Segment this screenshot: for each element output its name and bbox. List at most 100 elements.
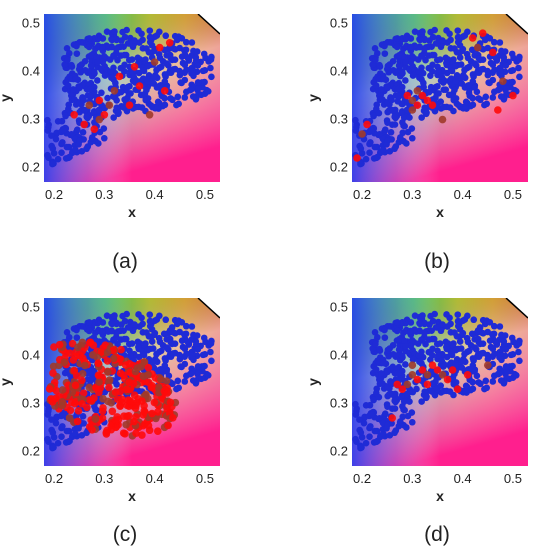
blue-point xyxy=(458,331,466,339)
blue-point xyxy=(145,333,153,340)
blue-point xyxy=(492,338,499,345)
blue-point xyxy=(434,40,441,47)
blue-point xyxy=(416,358,423,366)
blue-point xyxy=(389,391,397,398)
red-point xyxy=(131,367,140,376)
blue-point xyxy=(488,331,496,338)
blue-point xyxy=(52,419,60,427)
blue-point xyxy=(88,51,95,59)
red-point xyxy=(130,391,139,399)
blue-series xyxy=(352,26,523,168)
x-axis-label: x xyxy=(128,204,136,220)
blue-point xyxy=(69,90,77,98)
blue-point xyxy=(367,139,374,146)
red-point xyxy=(97,348,106,356)
blue-point xyxy=(427,312,434,320)
blue-point xyxy=(188,323,196,330)
blue-point xyxy=(474,327,482,335)
blue-point xyxy=(87,376,94,384)
blue-point xyxy=(119,28,126,36)
blue-point xyxy=(121,96,128,103)
blue-point xyxy=(501,332,509,339)
blue-point xyxy=(176,351,183,359)
blue-point xyxy=(99,58,107,66)
red-point xyxy=(160,87,169,95)
blue-point xyxy=(48,416,55,423)
blue-point xyxy=(121,51,128,59)
red-point xyxy=(138,397,146,405)
blue-point xyxy=(482,377,490,385)
blue-point xyxy=(401,53,408,61)
blue-point xyxy=(423,109,430,116)
red-point xyxy=(438,371,447,379)
blue-point xyxy=(79,413,87,420)
red-point xyxy=(123,385,131,394)
blue-point xyxy=(370,112,377,120)
blue-point xyxy=(83,113,91,121)
blue-point xyxy=(352,435,359,443)
blue-point xyxy=(427,28,434,36)
blue-point xyxy=(111,28,118,35)
blue-point xyxy=(127,68,134,75)
blue-point xyxy=(163,60,171,67)
blue-point xyxy=(408,336,416,344)
y-tick-label: 0.5 xyxy=(22,16,40,31)
blue-series xyxy=(352,310,523,452)
blue-point xyxy=(181,378,189,385)
red-point xyxy=(60,358,69,366)
blue-point xyxy=(371,143,379,151)
blue-point xyxy=(485,79,492,86)
blue-point xyxy=(187,86,195,93)
blue-point xyxy=(126,40,133,47)
blue-point xyxy=(83,145,90,153)
blue-point xyxy=(204,88,212,95)
blue-point xyxy=(374,437,381,445)
blue-point xyxy=(391,145,398,153)
blue-point xyxy=(500,54,508,61)
blue-point xyxy=(419,312,426,319)
blue-point xyxy=(189,93,197,100)
blue-point xyxy=(121,33,129,41)
blue-point xyxy=(358,160,365,167)
red-point xyxy=(165,39,174,47)
blue-point xyxy=(146,27,154,34)
blue-point xyxy=(395,62,403,69)
blue-point xyxy=(207,56,215,63)
blue-point xyxy=(146,33,154,41)
red-point xyxy=(107,422,115,430)
red-point xyxy=(358,130,366,138)
blue-point xyxy=(456,338,464,345)
blue-point xyxy=(372,340,379,348)
blue-point xyxy=(208,357,215,365)
blue-point xyxy=(457,61,465,68)
red-point xyxy=(85,101,94,109)
red-point xyxy=(74,343,82,352)
blue-point xyxy=(366,149,373,156)
blue-point xyxy=(490,322,498,330)
blue-point xyxy=(204,372,212,379)
blue-point xyxy=(416,327,423,334)
blue-point xyxy=(502,363,510,370)
blue-point xyxy=(182,322,190,330)
blue-point xyxy=(465,89,473,97)
red-point xyxy=(468,34,477,42)
blue-point xyxy=(403,106,411,114)
blue-point xyxy=(443,59,450,67)
y-tick-label: 0.3 xyxy=(22,112,40,127)
red-point xyxy=(125,101,134,109)
blue-point xyxy=(469,378,476,386)
red-point xyxy=(49,369,57,377)
blue-point xyxy=(379,146,387,154)
red-point xyxy=(73,417,82,426)
blue-point xyxy=(407,342,415,350)
blue-point xyxy=(146,322,154,330)
blue-point xyxy=(174,93,182,101)
blue-point xyxy=(388,121,396,128)
blue-point xyxy=(163,344,171,351)
blue-point xyxy=(396,335,403,343)
blue-point xyxy=(437,382,445,389)
y-tick-label: 0.4 xyxy=(22,348,40,363)
panel-3: 0.2 0.3 0.4 0.5 0.2 0.3 0.4 0.5 x y (c) xyxy=(0,298,220,546)
blue-point xyxy=(119,312,126,320)
blue-point xyxy=(81,57,89,65)
